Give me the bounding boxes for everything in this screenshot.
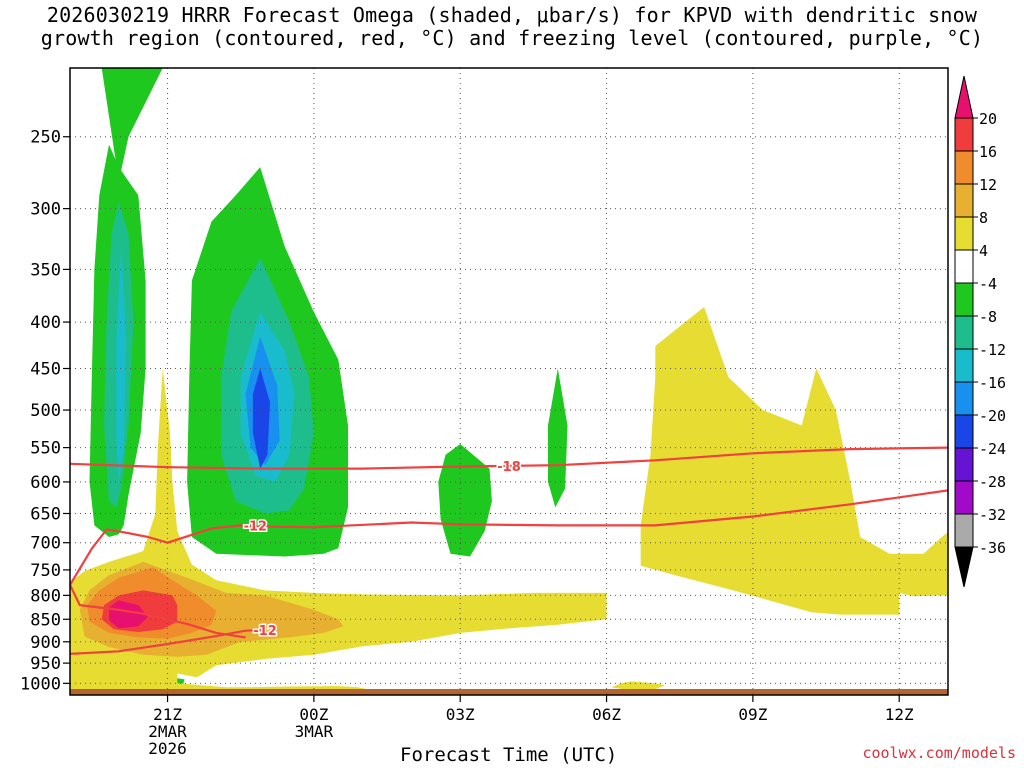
colorbar-label-0: 20 <box>979 110 997 128</box>
colorbar-label-11: -28 <box>979 473 1006 491</box>
colorbar-label-10: -24 <box>979 440 1006 458</box>
contour-label-3: -12 <box>253 624 277 639</box>
y-tick-label-650: 650 <box>30 504 61 524</box>
y-tick-label-700: 700 <box>30 534 61 554</box>
y-tick-label-850: 850 <box>30 610 61 630</box>
y-tick-label-950: 950 <box>30 654 61 674</box>
x-axis-label: Forecast Time (UTC) <box>400 744 618 766</box>
y-tick-label-400: 400 <box>30 313 61 333</box>
omega-region--16-3 <box>116 246 127 482</box>
contour-line-0 <box>70 446 948 470</box>
y-tick-label-800: 800 <box>30 586 61 606</box>
omega-region--8-9 <box>438 444 492 557</box>
omega-region-4-14 <box>611 681 666 692</box>
colorbar-label-13: -36 <box>979 539 1006 557</box>
credit-text: coolwx.com/models <box>862 744 1016 762</box>
colorbar-label-12: -32 <box>979 506 1006 524</box>
plot-frame <box>69 67 949 696</box>
chart-title: 2026030219 HRRR Forecast Omega (shaded, … <box>0 4 1024 50</box>
colorbar-label-4: 4 <box>979 242 988 260</box>
x-tick-label-03Z: 03Z <box>446 705 475 724</box>
colorbar-label-8: -16 <box>979 374 1006 392</box>
contour-line-3 <box>70 628 266 655</box>
y-tick-label-550: 550 <box>30 439 61 459</box>
ground-strip <box>70 689 948 695</box>
colorbar-label-9: -20 <box>979 407 1006 425</box>
chart-title-line2: growth region (contoured, red, °C) and f… <box>40 26 984 50</box>
colorbar-box-3 <box>954 216 974 251</box>
x-tick-label-21Z: 21Z <box>153 705 182 724</box>
colorbar-label-3: 8 <box>979 209 988 227</box>
colorbar-box-0 <box>954 117 974 152</box>
colorbar-box-4 <box>954 249 974 284</box>
omega-region-4-13 <box>640 307 948 615</box>
colorbar-label-2: 12 <box>979 176 997 194</box>
y-tick-label-300: 300 <box>30 200 61 220</box>
colorbar-box-9 <box>954 414 974 449</box>
colorbar-box-8 <box>954 381 974 416</box>
x-tick-label-00Z: 00Z <box>299 705 328 724</box>
y-tick-label-500: 500 <box>30 401 61 421</box>
y-tick-label-1000: 1000 <box>20 674 61 694</box>
y-tick-label-900: 900 <box>30 633 61 653</box>
x-tick-date-21Z: 2MAR <box>148 722 187 741</box>
y-tick-label-250: 250 <box>30 128 61 148</box>
colorbar-box-6 <box>954 315 974 350</box>
colorbar-label-5: -4 <box>979 275 997 293</box>
x-tick-label-09Z: 09Z <box>738 705 767 724</box>
x-tick-year-21Z: 2026 <box>148 739 187 758</box>
colorbar-top-triangle <box>954 75 974 119</box>
contour-label-0: -18 <box>497 460 521 475</box>
colorbar-bottom-triangle <box>954 546 974 588</box>
y-tick-label-750: 750 <box>30 561 61 581</box>
ground-layer <box>70 689 948 695</box>
contour-line-2 <box>70 584 246 639</box>
colorbar: 20 16 12 8 4 -4 -8 -12 -16 -20 -24 -28 -32 -36 <box>954 75 1006 588</box>
colorbar-box-11 <box>954 480 974 515</box>
contour-line-1 <box>70 489 948 586</box>
x-tick-label-12Z: 12Z <box>885 705 914 724</box>
colorbar-box-12 <box>954 513 974 548</box>
colorbar-box-7 <box>954 348 974 383</box>
contour-layer: -18 -12 -12 <box>70 446 948 655</box>
omega-region--24-8 <box>252 368 270 469</box>
contour-label-1: -12 <box>244 519 268 534</box>
colorbar-label-7: -12 <box>979 341 1006 359</box>
colorbar-label-1: 16 <box>979 143 997 161</box>
colorbar-box-1 <box>954 150 974 185</box>
y-tick-label-450: 450 <box>30 360 61 380</box>
x-tick-date-00Z: 3MAR <box>295 722 334 741</box>
omega-region--8-0 <box>101 68 163 182</box>
y-tick-label-350: 350 <box>30 260 61 280</box>
y-tick-label-600: 600 <box>30 473 61 493</box>
x-tick-label-06Z: 06Z <box>592 705 621 724</box>
y-axis: 250 300 350 400 450 500 550 600 650 700 750 800 850 9… <box>20 128 70 694</box>
chart-title-line1: 2026030219 HRRR Forecast Omega (shaded, … <box>46 3 978 27</box>
colorbar-box-5 <box>954 282 974 317</box>
omega-region-20-18 <box>109 600 148 629</box>
colorbar-label-6: -8 <box>979 308 997 326</box>
omega-region--8-10 <box>548 368 568 508</box>
colorbar-box-10 <box>954 447 974 482</box>
omega-shading-layer <box>70 68 948 695</box>
colorbar-box-2 <box>954 183 974 218</box>
